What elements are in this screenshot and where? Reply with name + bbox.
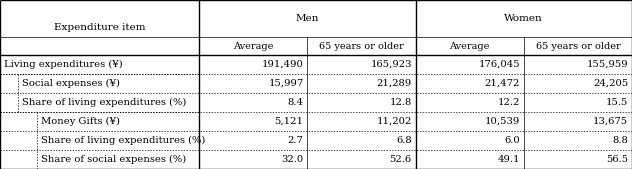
Text: Social expenses (¥): Social expenses (¥)	[22, 79, 120, 88]
Text: Expenditure item: Expenditure item	[54, 23, 145, 32]
Text: 21,472: 21,472	[485, 79, 520, 88]
Text: Men: Men	[296, 14, 319, 23]
Text: 32.0: 32.0	[281, 155, 303, 164]
Text: 49.1: 49.1	[497, 155, 520, 164]
Text: 191,490: 191,490	[262, 60, 303, 69]
Text: 6.0: 6.0	[504, 136, 520, 145]
Text: 24,205: 24,205	[593, 79, 628, 88]
Text: Living expenditures (¥): Living expenditures (¥)	[4, 60, 123, 69]
Text: 176,045: 176,045	[478, 60, 520, 69]
Text: Share of living expenditures (%): Share of living expenditures (%)	[22, 98, 186, 107]
Text: 65 years or older: 65 years or older	[319, 42, 404, 51]
Text: 11,202: 11,202	[377, 117, 412, 126]
Text: 15.5: 15.5	[606, 98, 628, 107]
Text: Women: Women	[504, 14, 543, 23]
Text: 8.4: 8.4	[288, 98, 303, 107]
Text: 21,289: 21,289	[377, 79, 412, 88]
Text: 6.8: 6.8	[396, 136, 412, 145]
Text: 12.2: 12.2	[497, 98, 520, 107]
Text: 10,539: 10,539	[485, 117, 520, 126]
Text: 155,959: 155,959	[586, 60, 628, 69]
Text: 15,997: 15,997	[269, 79, 303, 88]
Text: Average: Average	[449, 42, 490, 51]
Text: Money Gifts (¥): Money Gifts (¥)	[41, 117, 120, 126]
Text: 52.6: 52.6	[390, 155, 412, 164]
Text: Average: Average	[233, 42, 274, 51]
Text: 165,923: 165,923	[370, 60, 412, 69]
Text: Share of living expenditures (%): Share of living expenditures (%)	[41, 136, 205, 145]
Text: 13,675: 13,675	[593, 117, 628, 126]
Text: 5,121: 5,121	[274, 117, 303, 126]
Text: 2.7: 2.7	[288, 136, 303, 145]
Text: Share of social expenses (%): Share of social expenses (%)	[41, 155, 186, 164]
Text: 8.8: 8.8	[612, 136, 628, 145]
Text: 56.5: 56.5	[606, 155, 628, 164]
Text: 12.8: 12.8	[389, 98, 412, 107]
Text: 65 years or older: 65 years or older	[535, 42, 620, 51]
